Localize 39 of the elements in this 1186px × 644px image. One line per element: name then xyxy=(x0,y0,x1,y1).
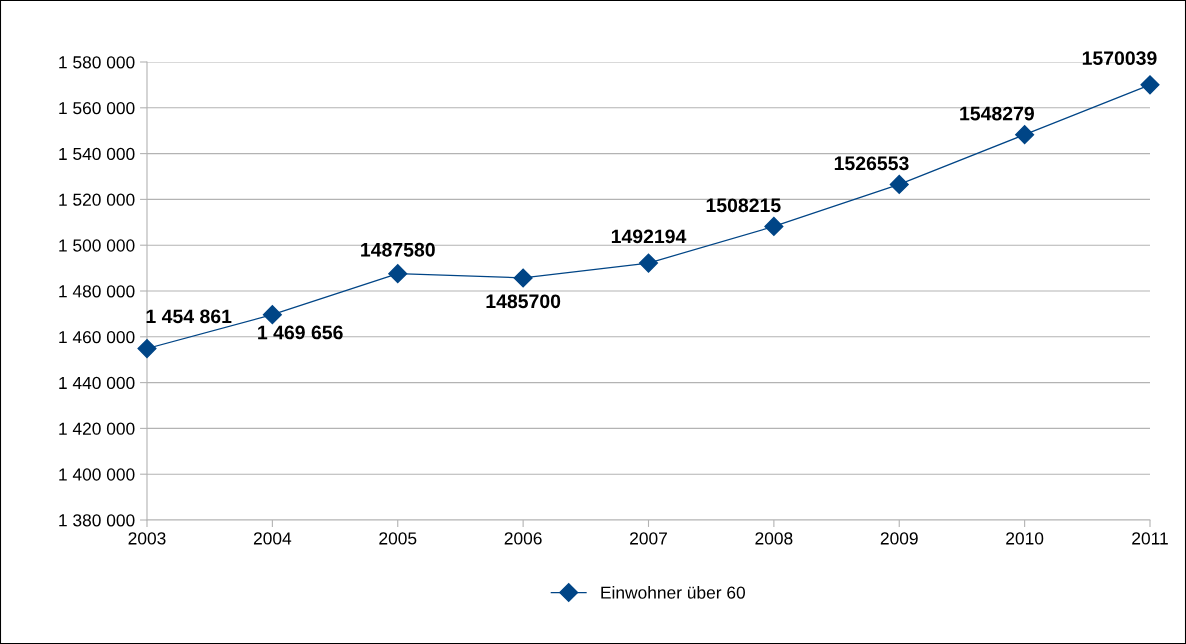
x-tick-label: 2008 xyxy=(755,532,793,545)
point xyxy=(764,216,784,236)
y-tick-label: 1 560 000 xyxy=(59,101,135,115)
x-tick-label: 2004 xyxy=(253,532,292,545)
point xyxy=(1140,75,1160,95)
point xyxy=(1015,125,1035,145)
point xyxy=(638,253,659,273)
data-label: 1570039 xyxy=(1082,51,1157,66)
legend-label: Einwohner über 60 xyxy=(601,586,745,599)
data-label: 1487580 xyxy=(361,242,435,257)
point xyxy=(889,174,909,194)
y-tick-label: 1 460 000 xyxy=(59,330,135,344)
data-label: 1508215 xyxy=(706,198,781,213)
y-tick-label: 1 420 000 xyxy=(59,422,135,435)
x-tick-label: 2006 xyxy=(504,532,542,545)
x-tick-label: 2010 xyxy=(1006,532,1044,545)
data-label: 1548279 xyxy=(960,106,1034,121)
data-label: 1485700 xyxy=(486,294,561,309)
y-tick-label: 1 580 000 xyxy=(59,56,135,69)
x-tick-label: 2007 xyxy=(630,532,667,545)
point xyxy=(137,339,157,359)
data-label: 1 454 861 xyxy=(146,309,232,324)
y-tick-label: 1 400 000 xyxy=(59,468,135,481)
x-tick-label: 2011 xyxy=(1132,532,1168,545)
x-tick-label: 2009 xyxy=(880,532,918,545)
y-tick-label: 1 540 000 xyxy=(59,147,135,161)
y-tick-label: 1 520 000 xyxy=(59,193,135,206)
data-label: 1 469 656 xyxy=(258,325,343,340)
data-label: 1492194 xyxy=(611,229,687,244)
point xyxy=(388,264,408,284)
x-tick-label: 2005 xyxy=(379,532,417,545)
y-tick-label: 1 480 000 xyxy=(59,285,135,298)
y-tick-label: 1 500 000 xyxy=(59,239,135,252)
y-tick-label: 1 440 000 xyxy=(59,376,135,390)
x-tick-label: 2003 xyxy=(128,532,166,545)
point xyxy=(513,268,533,288)
point xyxy=(262,305,282,325)
data-label: 1526553 xyxy=(834,156,909,171)
y-tick-label: 1 380 000 xyxy=(59,514,135,527)
